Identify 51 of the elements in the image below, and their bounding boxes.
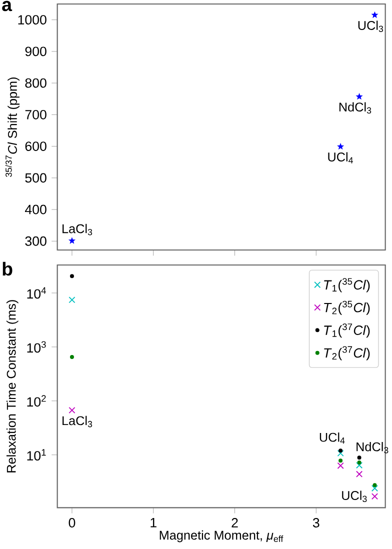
point (70, 355, 74, 360)
point (356, 470, 363, 478)
annotation: UCl$_{3}$ (342, 490, 367, 502)
point (356, 462, 363, 469)
point (371, 484, 378, 492)
x-axis-title: Magnetic Moment, μ$_{eff}$ (160, 530, 284, 542)
chart-title: b (2, 262, 12, 276)
x-tick-label: 1 (150, 518, 156, 528)
x-tick-label: 3 (312, 518, 320, 528)
y-tick-label: 10$^{1}$ (27, 449, 46, 461)
annotation: LaCl$_{3}$ (62, 416, 92, 428)
x-tick-label: 2 (232, 518, 238, 528)
point (337, 450, 344, 457)
point (337, 142, 344, 150)
legend-label: T$_{2}$($^{37}$Cl) (324, 346, 370, 360)
y-tick-label: 300 (25, 236, 46, 246)
y-tick-label: 10$^{3}$ (27, 341, 46, 353)
legend-label: T$_{1}$($^{37}$Cl) (324, 324, 370, 338)
y-tick-label: 500 (25, 173, 46, 183)
point (337, 462, 344, 469)
point (68, 237, 76, 244)
point (357, 456, 362, 460)
y-tick-label: 400 (25, 204, 46, 214)
x-tick-label: 0 (68, 518, 76, 528)
point (68, 406, 76, 414)
annotation: LaCl$_{3}$ (62, 224, 92, 236)
y-tick-label: 900 (25, 46, 46, 56)
point (371, 493, 378, 500)
point (357, 460, 362, 465)
annotation: UCl$_{4}$ (320, 432, 345, 444)
point (338, 448, 343, 453)
y-tick-label: 10$^{2}$ (27, 395, 46, 407)
y-tick-label: 800 (25, 78, 46, 88)
y-tick-label: 1000 (18, 15, 46, 25)
point (70, 274, 74, 278)
y-axis-title: $^{35/37}$Cl Shift (ppm) (5, 78, 20, 177)
y-tick-label: 600 (25, 142, 46, 151)
chart-title: a (2, 0, 12, 12)
y-tick-label: 700 (25, 110, 46, 120)
point (356, 92, 363, 100)
annotation: UCl$_{4}$ (328, 152, 353, 164)
point (338, 458, 343, 463)
y-axis-title: Relaxation Time Constant (ms) (6, 300, 18, 472)
point (372, 483, 377, 488)
y-tick-label: 10$^{4}$ (27, 287, 46, 299)
point (68, 296, 76, 304)
annotation: UCl$_{3}$ (358, 20, 384, 32)
legend-label: T$_{2}$($^{35}$Cl) (324, 300, 370, 315)
annotation: NdCl$_{3}$ (339, 102, 372, 114)
legend-label: T$_{1}$($^{35}$Cl) (324, 278, 370, 292)
point (371, 11, 378, 18)
